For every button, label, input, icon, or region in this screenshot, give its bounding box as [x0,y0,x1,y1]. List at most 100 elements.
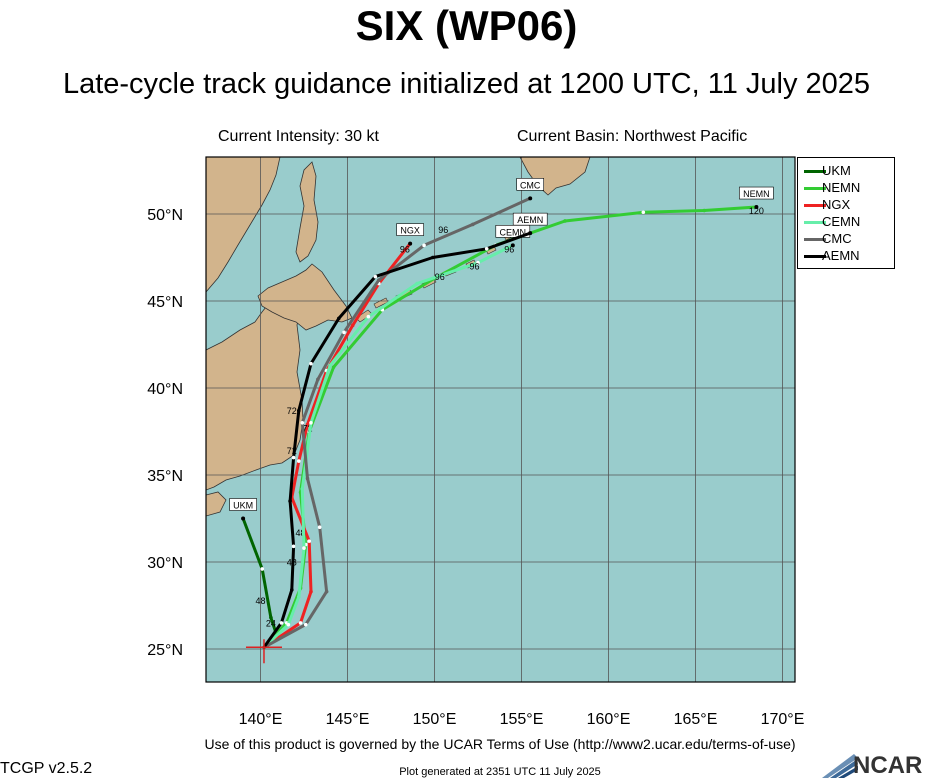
track-point [415,281,419,286]
legend-swatch [804,170,826,173]
lat-tick-label: 40°N [147,381,183,398]
track-point [476,260,480,265]
forecast-hour-label: 96 [438,225,448,235]
track-point [303,622,308,627]
legend-label: CMC [822,231,852,246]
track-point [309,421,313,425]
track-end-label: AEMN [517,215,543,225]
forecast-hour-label: 48 [287,557,297,567]
track-point [305,476,310,481]
lat-tick-labels: 25°N 30°N 35°N 40°N 45°N 50°N [147,207,183,659]
lon-tick-label: 145°E [326,711,370,728]
track-end-label-box [516,178,545,191]
land-kyushu [206,491,227,517]
track-point [317,525,322,529]
track-end-label: NGX [400,226,420,236]
track-point [377,278,381,282]
legend-swatch [804,187,826,190]
legend-label: NGX [822,197,851,212]
forecast-hour-label: 96 [400,244,410,254]
track-point [291,455,296,460]
land-layer [206,157,591,517]
tracks-layer: UKM2448NEMN120NGX729648CEMN9696CMC9696AE… [229,178,774,649]
forecast-hour-label: 96 [504,244,514,254]
forecast-hour-label: 72 [287,406,297,416]
lon-tick-labels: 140°E 145°E 150°E 155°E 160°E 165°E 170°E [239,711,805,728]
track-point [331,365,336,369]
storm-position-marker [245,639,282,664]
track-point [470,222,475,227]
land-mainland [206,157,281,293]
track-end-label-box [396,223,424,236]
land-sakhalin [295,161,319,263]
land-kamchatka [519,157,591,196]
lon-tick-label: 160°E [587,711,631,728]
forecast-hour-label: 48 [296,528,306,538]
lat-tick-label: 35°N [147,468,183,485]
lon-tick-label: 155°E [500,711,544,728]
track-point [324,589,329,594]
track-point [288,499,292,503]
lon-tick-label: 165°E [674,711,718,728]
track-point [641,210,646,215]
forecast-hour-label: 96 [435,272,445,282]
lat-tick-label: 45°N [147,294,183,311]
track-cmc: CMC 96 96 [262,178,545,649]
track-point [305,422,310,427]
track-point [309,361,313,366]
track-point [279,621,284,625]
ncar-logo-text: NCAR [853,752,923,779]
lat-tick-label: 25°N [147,642,183,659]
track-point [291,544,296,549]
track-point [337,316,341,321]
track-end-label-box [512,212,548,226]
legend-label: UKM [822,163,851,178]
track-point [350,323,355,328]
forecast-hour-label: 72 [287,446,297,456]
track-cemn: CEMN 96 96 [262,225,531,649]
track-point [300,487,305,491]
track-end-point [510,243,515,248]
track-point [366,314,371,319]
track-point [563,219,567,223]
track-point [309,589,313,594]
chart-subtitle: Late-cycle track guidance initialized at… [62,68,871,100]
track-point [702,208,706,213]
track-ngx: NGX 72 96 48 [262,223,424,649]
track-point [296,595,301,599]
legend-label: NEMN [822,180,861,195]
terms-of-use: Use of this product is governed by the U… [204,736,796,752]
version-label: TCGP v2.5.2 [0,760,93,777]
track-point [300,421,305,425]
lat-tick-label: 30°N [147,555,183,572]
track-end-label-box [739,186,774,200]
track-end-point [754,205,759,210]
track-end-point [528,196,533,201]
legend-swatch [804,204,826,207]
track-point [307,539,312,543]
track-point [342,330,346,335]
track-end-point [241,516,246,521]
forecast-hour-label: 120 [749,206,764,216]
track-end-point [408,241,413,246]
land-honshu [206,297,304,491]
track-point [286,622,291,627]
track-end-label: CMC [520,180,541,190]
map-frame [205,156,796,683]
track-line [262,196,532,649]
forecast-hour-label: 96 [470,262,480,272]
generated-timestamp: Plot generated at 2351 UTC 11 July 2025 [399,766,601,778]
current-basin: Current Basin: Northwest Pacific [517,128,748,145]
track-point [269,615,273,620]
track-end-label: CEMN [500,227,527,237]
lon-tick-label: 170°E [761,711,805,728]
lat-tick-label: 50°N [147,207,183,224]
chart-title: SIX (WP06) [355,2,578,49]
forecast-hour-label: 24 [266,618,276,628]
legend: UKM NEMN NGX CEMN CMC AEMN [797,157,895,269]
track-aemn: AEMN 48 72 72 [262,212,548,649]
lon-tick-label: 140°E [239,711,283,728]
legend-swatch [804,255,826,258]
track-end-label-box [229,498,257,511]
